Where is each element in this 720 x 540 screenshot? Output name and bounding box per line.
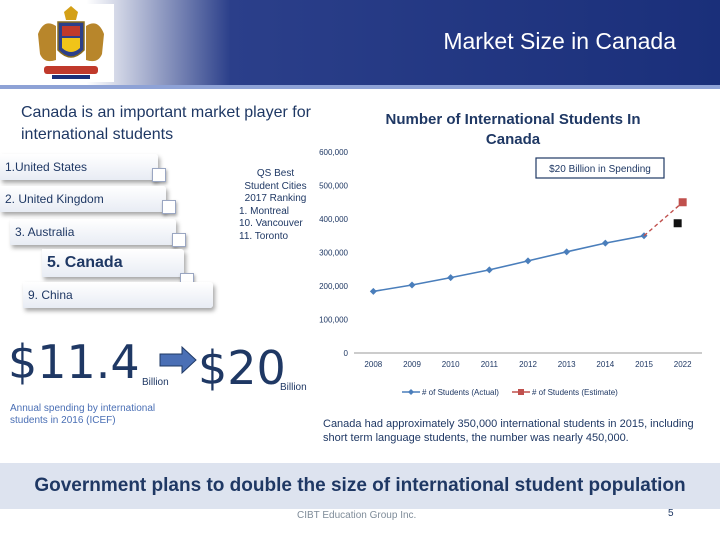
qs-ranking-line: 11. Toronto [239,230,289,242]
chart-title: Number of International Students In Cana… [385,111,641,148]
actual-data-point [408,281,416,289]
legend-label: # of Students (Estimate) [532,388,618,397]
actual-data-point [601,239,609,247]
y-tick-label: 100,000 [319,316,348,325]
ranking-connector [162,200,176,214]
x-tick-label: 2009 [403,360,421,369]
ranking-bar-canada: 5. Canada [42,249,184,277]
spending-to-amount: $20 [198,341,286,395]
annotation-label: $20 Billion in Spending [549,164,651,175]
estimate-data-point [678,198,687,207]
right-arrow-icon [159,345,197,375]
legend-marker [408,389,414,395]
ranking-bar-united-kingdom: 2. United Kingdom [0,186,166,212]
bottom-band [0,463,720,509]
qs-ranking-line: QS Best [256,168,295,179]
actual-data-point [369,287,377,295]
coat-of-arms-logo [28,4,114,82]
y-tick-label: 500,000 [319,182,348,191]
actual-series-line [373,235,645,293]
y-tick-label: 600,000 [319,148,348,157]
x-tick-label: 2022 [674,360,692,369]
ranking-bar-united-states: 1.United States [0,154,158,180]
spending-from-amount: $11.4 [8,335,140,389]
qs-ranking-line: Student Cities [244,180,307,192]
legend-marker [518,389,524,395]
actual-data-point [563,248,571,256]
actual-data-point [524,257,532,265]
y-tick-label: 400,000 [319,215,348,224]
ranking-bar-china: 9. China [23,282,213,308]
bottom-statement: Government plans to double the size of i… [34,475,686,496]
annotation-box [535,157,665,179]
estimate-series-line [643,201,684,237]
qs-ranking-line: 10. Vancouver [239,218,303,229]
header-stripe [0,85,720,89]
spending-from-unit: Billion [142,377,169,388]
y-tick-label: 300,000 [319,249,348,258]
x-tick-label: 2011 [481,360,499,369]
qs-ranking-text: QS Best Student Cities 2017 Ranking 1. M… [228,168,323,243]
x-tick-label: 2014 [596,360,614,369]
ranking-bar-australia: 3. Australia [10,219,176,245]
spending-to-unit: Billion [280,382,307,393]
x-tick-label: 2010 [442,360,460,369]
x-tick-label: 2012 [519,360,537,369]
qs-ranking-line: 1. Montreal [239,205,290,217]
actual-data-point [447,274,455,282]
spending-caption: Annual spending by international student… [10,403,156,426]
legend-label: # of Students (Actual) [422,388,499,397]
x-tick-label: 2008 [364,360,382,369]
qs-ranking-line: 2017 Ranking [244,193,307,204]
actual-data-point [485,266,493,274]
x-tick-label: 2015 [635,360,653,369]
footer-company-name: CIBT Education Group Inc. [297,510,417,521]
ranking-connector [172,233,186,247]
y-tick-label: 200,000 [319,282,348,291]
projection-marker [673,219,682,228]
intro-text: Canada is an important market player for… [21,104,311,143]
slide-title: Market Size in Canada [443,28,676,54]
y-tick-label: 0 [344,349,349,358]
page-number: 5 [668,508,674,519]
spending-comparison: $11.4 Billion $20 Billion [8,335,328,405]
header-banner [0,0,720,85]
ranking-connector [152,168,166,182]
x-tick-label: 2013 [558,360,576,369]
chart-caption: Canada had approximately 350,000 interna… [323,418,694,444]
